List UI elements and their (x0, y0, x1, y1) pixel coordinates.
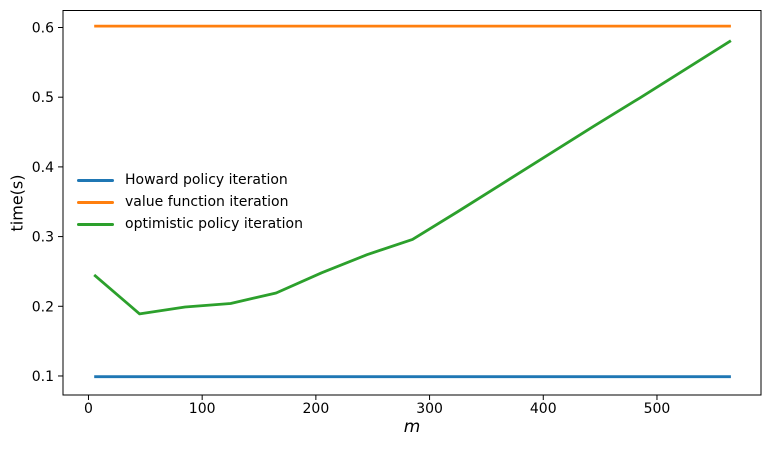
x-tick-label: 0 (84, 401, 93, 417)
legend-label: Howard policy iteration (125, 172, 288, 188)
legend-label: optimistic policy iteration (125, 216, 303, 232)
y-tick-label: 0.2 (32, 299, 54, 315)
y-tick-label: 0.4 (32, 160, 54, 176)
x-tick-label: 500 (644, 401, 671, 417)
y-tick-label: 0.5 (32, 90, 54, 106)
x-tick-label: 200 (303, 401, 330, 417)
y-tick-label: 0.6 (32, 21, 54, 37)
y-axis-label: time(s) (7, 174, 27, 232)
legend-line-sample-optimistic (77, 222, 114, 226)
legend-line-sample-howard (77, 178, 114, 182)
x-tick-label: 300 (416, 401, 443, 417)
legend: Howard policy iteration value function i… (77, 169, 303, 235)
y-tick-label: 0.3 (32, 230, 54, 246)
x-axis-label: m (403, 417, 421, 437)
axes-spines (62, 10, 762, 396)
x-tick-label: 100 (189, 401, 216, 417)
legend-item: Howard policy iteration (77, 169, 303, 191)
legend-line-sample-value-function (77, 200, 114, 204)
series-line-optimistic-policy-iteration (93, 39, 732, 316)
x-tick-label: 400 (530, 401, 557, 417)
legend-item: optimistic policy iteration (77, 213, 303, 235)
y-tick-label: 0.1 (32, 369, 54, 385)
legend-item: value function iteration (77, 191, 303, 213)
legend-label: value function iteration (125, 194, 289, 210)
